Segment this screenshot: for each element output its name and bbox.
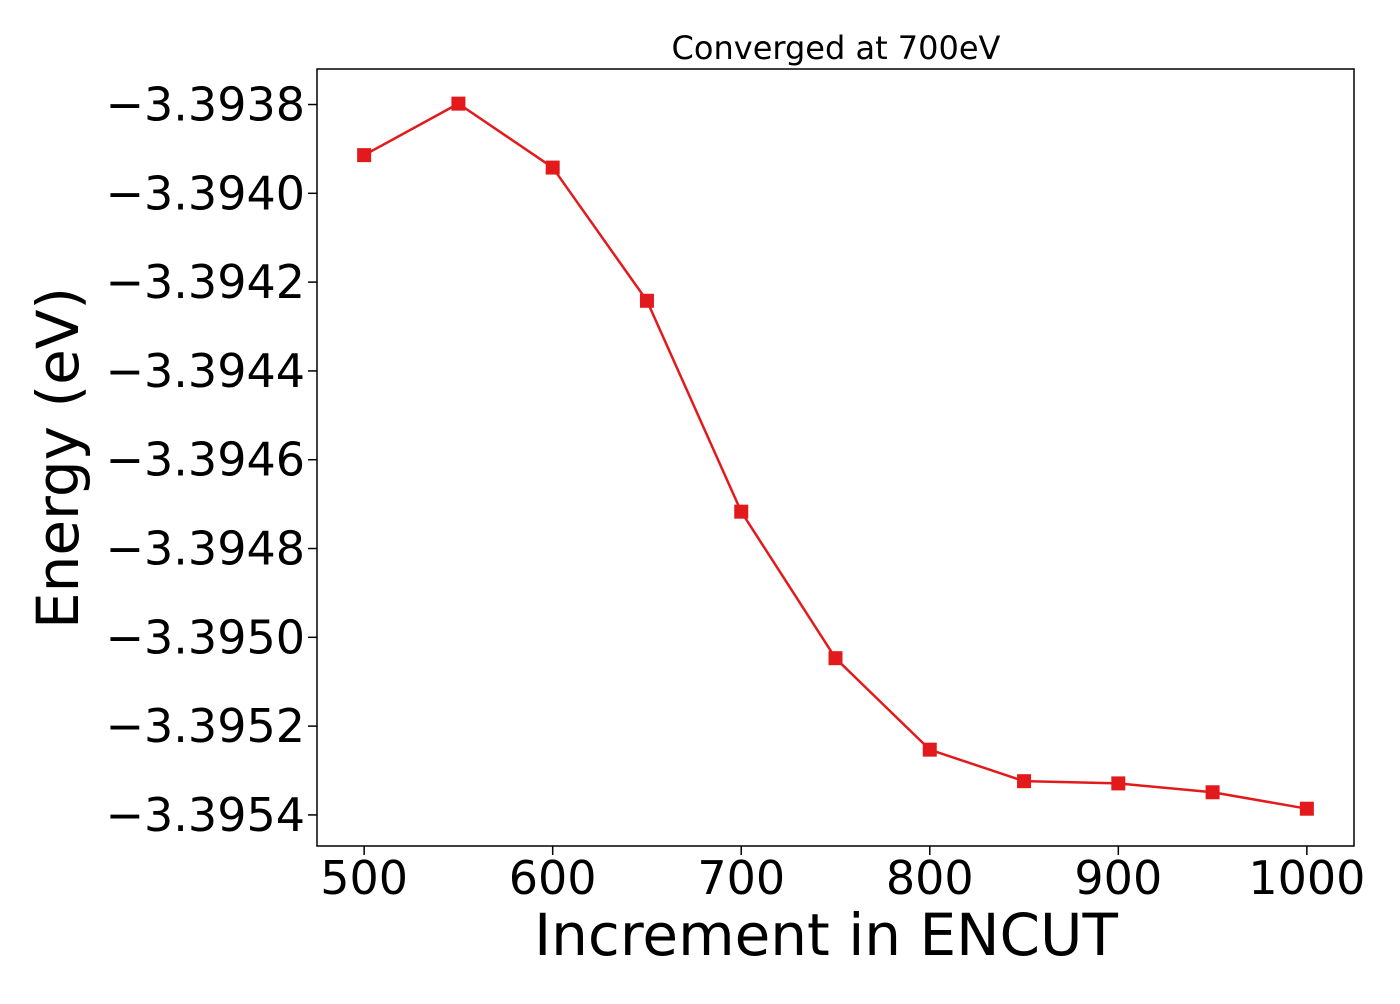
- plot-area: [316, 68, 1355, 847]
- data-point-marker: [1205, 785, 1220, 800]
- series-line: [363, 102, 1308, 810]
- data-point-marker: [1111, 776, 1126, 791]
- y-axis-label: Energy (eV): [24, 287, 92, 629]
- data-point-marker: [357, 148, 372, 163]
- data-point-marker: [1017, 774, 1032, 789]
- x-tick-label: 500: [320, 851, 408, 905]
- data-point-marker: [545, 160, 560, 175]
- data-point-marker: [828, 651, 843, 666]
- chart-title: Converged at 700eV: [672, 29, 1001, 67]
- y-tick-label: −3.3942: [106, 255, 306, 309]
- plot-frame: [316, 68, 1355, 847]
- y-tick-label: −3.3938: [106, 78, 306, 132]
- x-axis-label: Increment in ENCUT: [534, 901, 1118, 969]
- data-point-marker: [451, 96, 466, 111]
- data-point-marker: [1299, 801, 1314, 816]
- y-tick-label: −3.3944: [106, 344, 306, 398]
- x-tick-label: 600: [509, 851, 597, 905]
- x-axis-ticks: 500 600 700 800 900 1000: [320, 846, 1365, 905]
- data-point-marker: [639, 293, 654, 308]
- data-point-marker: [734, 504, 749, 519]
- y-tick-label: −3.3946: [106, 433, 306, 487]
- y-tick-label: −3.3954: [106, 788, 306, 842]
- x-tick-label: 900: [1074, 851, 1162, 905]
- y-tick-label: −3.3948: [106, 522, 306, 576]
- y-tick-label: −3.3950: [106, 610, 306, 664]
- x-tick-label: 800: [886, 851, 974, 905]
- data-point-marker: [922, 742, 937, 757]
- y-tick-label: −3.3940: [106, 166, 306, 220]
- y-tick-label: −3.3952: [106, 699, 306, 753]
- x-tick-label: 1000: [1248, 851, 1365, 905]
- y-axis-ticks: −3.3938 −3.3940 −3.3942 −3.3944 −3.3946 −3.39…: [106, 78, 317, 842]
- x-tick-label: 700: [697, 851, 785, 905]
